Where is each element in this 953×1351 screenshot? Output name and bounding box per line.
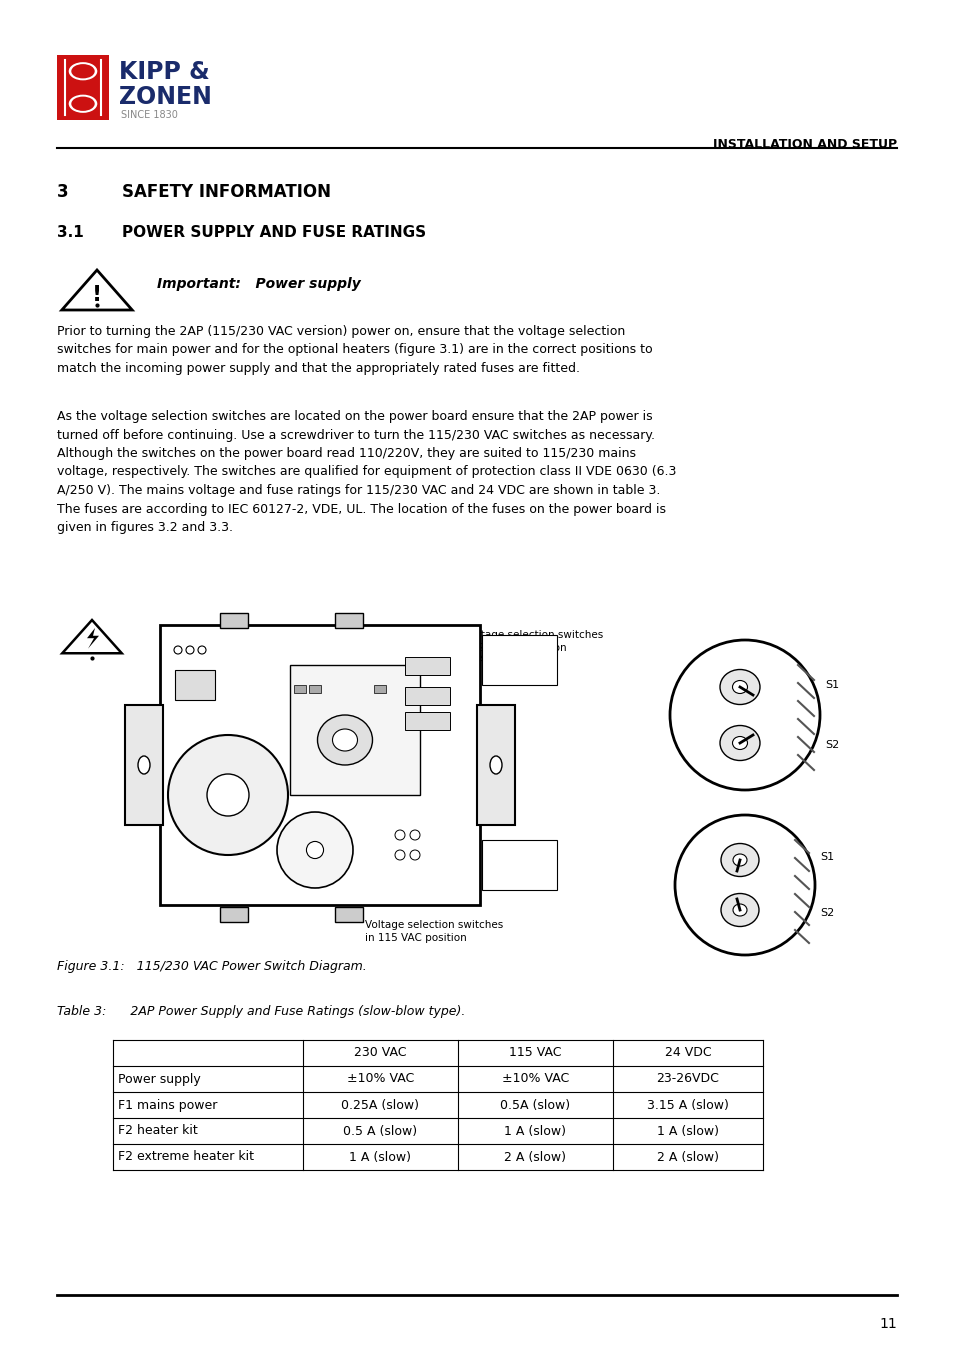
Ellipse shape	[207, 774, 249, 816]
Polygon shape	[87, 628, 99, 648]
Text: Figure 3.1:   115/230 VAC Power Switch Diagram.: Figure 3.1: 115/230 VAC Power Switch Dia…	[57, 961, 366, 973]
Circle shape	[395, 850, 405, 861]
Bar	[220, 613, 248, 628]
Bar	[309, 685, 320, 693]
Text: POWER SUPPLY AND FUSE RATINGS: POWER SUPPLY AND FUSE RATINGS	[122, 226, 426, 240]
Bar	[290, 665, 419, 794]
Text: Prior to turning the 2AP (115/230 VAC version) power on, ensure that the voltage: Prior to turning the 2AP (115/230 VAC ve…	[57, 326, 652, 376]
Text: 0.5 A (slow): 0.5 A (slow)	[343, 1124, 417, 1138]
Bar	[294, 685, 306, 693]
Ellipse shape	[720, 843, 759, 877]
Text: ±10% VAC: ±10% VAC	[501, 1073, 569, 1085]
Bar	[405, 688, 450, 705]
Text: F2 extreme heater kit: F2 extreme heater kit	[118, 1151, 253, 1163]
Text: 115 VAC: 115 VAC	[509, 1047, 561, 1059]
Ellipse shape	[276, 812, 353, 888]
Ellipse shape	[168, 735, 288, 855]
Text: Table 3:      2AP Power Supply and Fuse Ratings (slow-blow type).: Table 3: 2AP Power Supply and Fuse Ratin…	[57, 1005, 465, 1019]
Text: SAFETY INFORMATION: SAFETY INFORMATION	[122, 182, 331, 201]
Text: Voltage selection switches
in 230 VAC position: Voltage selection switches in 230 VAC po…	[464, 630, 602, 653]
Ellipse shape	[720, 725, 760, 761]
Bar	[160, 626, 479, 905]
Circle shape	[410, 830, 419, 840]
Ellipse shape	[669, 640, 820, 790]
Text: 3: 3	[57, 182, 69, 201]
Bar	[374, 685, 386, 693]
Text: S2: S2	[824, 740, 839, 750]
Text: 23-26VDC: 23-26VDC	[656, 1073, 719, 1085]
Ellipse shape	[732, 854, 746, 866]
Ellipse shape	[69, 95, 97, 113]
Bar	[481, 635, 557, 685]
Text: 1 A (slow): 1 A (slow)	[504, 1124, 566, 1138]
Circle shape	[173, 646, 182, 654]
Text: ZONEN: ZONEN	[119, 85, 212, 109]
Bar	[405, 712, 450, 730]
Text: !: !	[91, 285, 102, 305]
Text: S1: S1	[824, 680, 839, 690]
Ellipse shape	[675, 815, 814, 955]
Ellipse shape	[306, 842, 323, 858]
Bar	[57, 55, 109, 120]
Text: 2 A (slow): 2 A (slow)	[657, 1151, 719, 1163]
Text: Voltage selection switches
in 115 VAC position: Voltage selection switches in 115 VAC po…	[365, 920, 503, 943]
Text: 0.5A (slow): 0.5A (slow)	[500, 1098, 570, 1112]
Bar	[335, 613, 363, 628]
Ellipse shape	[333, 730, 357, 751]
Ellipse shape	[720, 670, 760, 704]
Bar	[481, 840, 557, 890]
Ellipse shape	[720, 893, 759, 927]
Text: 11: 11	[879, 1317, 896, 1331]
Text: 230 VAC: 230 VAC	[354, 1047, 406, 1059]
Bar	[335, 907, 363, 921]
Text: 24 VDC: 24 VDC	[664, 1047, 711, 1059]
Circle shape	[410, 850, 419, 861]
Text: 0.25A (slow): 0.25A (slow)	[341, 1098, 419, 1112]
Text: SINCE 1830: SINCE 1830	[121, 109, 177, 120]
Circle shape	[198, 646, 206, 654]
Text: Power board 115/230 VAC: Power board 115/230 VAC	[234, 635, 379, 644]
Text: S2: S2	[820, 908, 833, 917]
Ellipse shape	[732, 681, 747, 693]
Ellipse shape	[71, 97, 94, 111]
Text: S1: S1	[820, 852, 833, 862]
Bar	[220, 907, 248, 921]
Ellipse shape	[490, 757, 501, 774]
Text: 1 A (slow): 1 A (slow)	[657, 1124, 719, 1138]
Text: Power supply: Power supply	[118, 1073, 200, 1085]
Text: KIPP &: KIPP &	[119, 59, 210, 84]
Ellipse shape	[317, 715, 372, 765]
Text: INSTALLATION AND SETUP: INSTALLATION AND SETUP	[712, 138, 896, 151]
Text: Important:   Power supply: Important: Power supply	[157, 277, 360, 290]
Bar	[476, 705, 515, 825]
Circle shape	[186, 646, 193, 654]
Text: As the voltage selection switches are located on the power board ensure that the: As the voltage selection switches are lo…	[57, 409, 676, 534]
Circle shape	[395, 830, 405, 840]
Bar	[174, 670, 214, 700]
Ellipse shape	[69, 62, 97, 80]
Text: 2 A (slow): 2 A (slow)	[504, 1151, 566, 1163]
Text: F2 heater kit: F2 heater kit	[118, 1124, 197, 1138]
Ellipse shape	[71, 63, 94, 78]
Bar	[405, 657, 450, 676]
Text: 3.15 A (slow): 3.15 A (slow)	[646, 1098, 728, 1112]
Text: 1 A (slow): 1 A (slow)	[349, 1151, 411, 1163]
Ellipse shape	[138, 757, 150, 774]
Bar	[125, 705, 163, 825]
Text: F1 mains power: F1 mains power	[118, 1098, 217, 1112]
Ellipse shape	[732, 904, 746, 916]
Text: 3.1: 3.1	[57, 226, 84, 240]
Ellipse shape	[732, 736, 747, 750]
Text: ±10% VAC: ±10% VAC	[347, 1073, 414, 1085]
